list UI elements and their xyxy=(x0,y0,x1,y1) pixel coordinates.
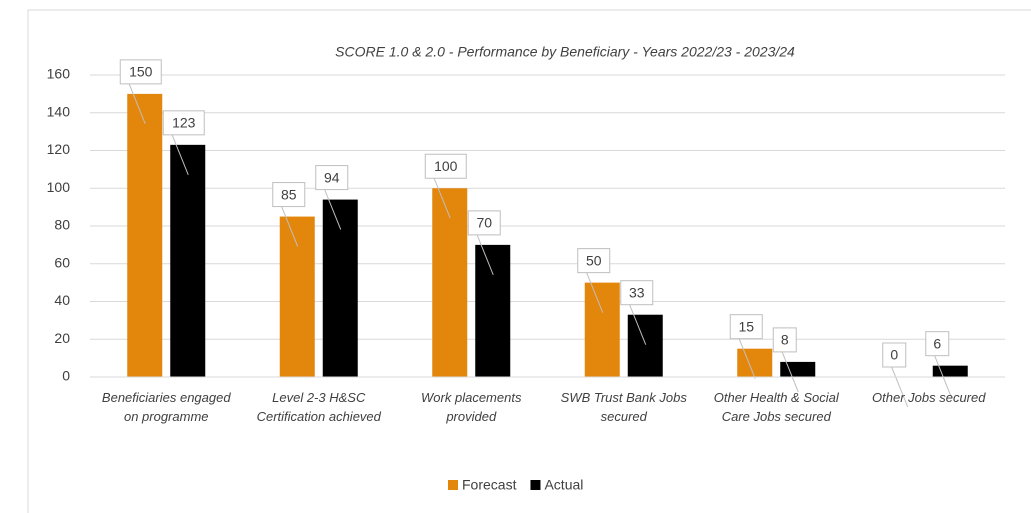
data-label-box xyxy=(620,280,654,306)
data-label-box xyxy=(315,165,349,191)
data-label-box xyxy=(772,327,797,353)
bar xyxy=(432,188,468,377)
legend-label: Actual xyxy=(544,477,583,493)
data-label: 6 xyxy=(933,335,941,351)
x-tick-label: Beneficiaries engaged on programme xyxy=(101,390,231,424)
y-tick-label: 120 xyxy=(47,141,71,157)
legend-swatch xyxy=(530,480,541,490)
legend-swatch xyxy=(448,480,458,490)
data-label: 85 xyxy=(281,186,297,202)
data-label: 123 xyxy=(172,115,196,131)
bar xyxy=(584,282,620,377)
bar xyxy=(475,244,511,377)
bar xyxy=(780,361,816,377)
data-label: 150 xyxy=(129,64,153,80)
data-label: 8 xyxy=(781,332,789,348)
bar xyxy=(279,216,315,377)
data-label: 50 xyxy=(586,252,602,268)
chart-title: SCORE 1.0 & 2.0 - Performance by Benefic… xyxy=(335,44,795,60)
x-tick-label: Other Jobs secured xyxy=(872,390,986,405)
y-tick-label: 80 xyxy=(54,217,70,233)
bar xyxy=(322,199,358,377)
data-label-box xyxy=(272,182,306,208)
data-label-box xyxy=(119,59,162,85)
bar xyxy=(932,365,968,377)
bar xyxy=(627,314,663,377)
bar xyxy=(170,144,206,377)
data-label-box xyxy=(467,210,501,236)
y-tick-label: 100 xyxy=(47,179,71,195)
data-label-box xyxy=(162,110,205,136)
x-tick-label: Work placements provided xyxy=(421,390,522,424)
bar xyxy=(737,348,773,377)
y-tick-label: 0 xyxy=(62,368,70,384)
data-label: 15 xyxy=(738,318,754,334)
y-tick-label: 20 xyxy=(54,330,70,346)
data-label: 94 xyxy=(324,169,340,185)
data-label-box xyxy=(925,331,950,357)
y-tick-label: 40 xyxy=(54,292,70,308)
data-label: 70 xyxy=(476,215,492,231)
data-label-box xyxy=(882,342,907,368)
x-tick-label: Other Health & Social Care Jobs secured xyxy=(713,390,839,424)
data-label: 100 xyxy=(434,158,458,174)
data-label-box xyxy=(729,314,763,340)
y-tick-label: 140 xyxy=(47,103,71,119)
y-tick-label: 160 xyxy=(47,66,71,82)
x-tick-label: SWB Trust Bank Jobs secured xyxy=(560,390,687,424)
data-label-box xyxy=(424,153,467,179)
bar xyxy=(127,93,163,377)
data-label-box xyxy=(577,248,611,274)
data-label: 0 xyxy=(890,347,898,363)
y-tick-label: 60 xyxy=(54,254,70,270)
x-tick-label: Level 2-3 H&SC Certification achieved xyxy=(256,390,381,424)
data-label: 33 xyxy=(629,284,645,300)
legend-label: Forecast xyxy=(462,477,517,493)
